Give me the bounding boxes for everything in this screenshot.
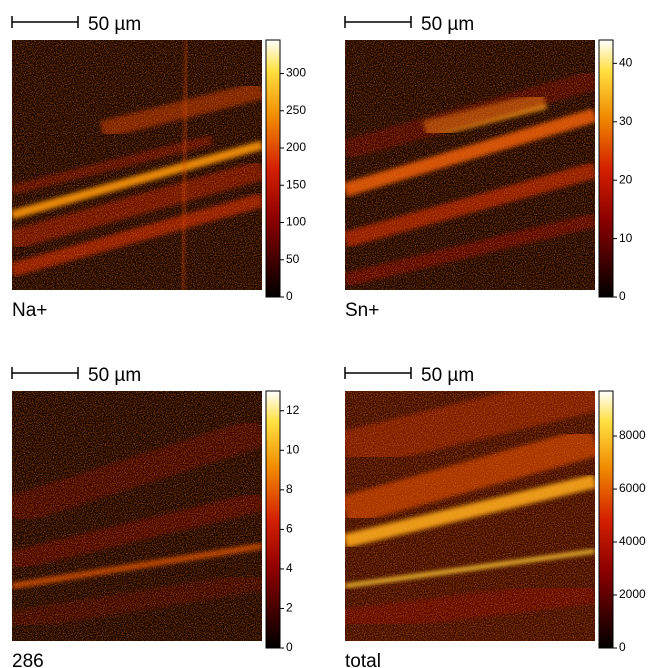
colorbar-tick-label: 100 xyxy=(286,215,306,229)
scale-bar-label: 50 µm xyxy=(88,365,141,386)
ion-label: Sn+ xyxy=(345,300,379,321)
scale-bar-label: 50 µm xyxy=(88,14,141,35)
scale-bar-label: 50 µm xyxy=(421,14,474,35)
colorbar xyxy=(265,39,281,298)
colorbar-tick-label: 0 xyxy=(619,640,626,654)
colorbar-tick-label: 12 xyxy=(286,403,300,417)
colorbar-tick-label: 8000 xyxy=(619,428,646,442)
ion-image xyxy=(345,40,595,290)
panel: 50 µm 286 0 2 4 6 8 10 12 xyxy=(11,365,300,668)
colorbar xyxy=(598,390,614,649)
colorbar-tick-label: 10 xyxy=(286,442,300,456)
ion-image xyxy=(12,40,262,290)
panel: 50 µm Na+ 0 50 100 150 200 250 300 xyxy=(11,14,306,321)
ion-label: Na+ xyxy=(12,300,47,321)
colorbar-tick-label: 4 xyxy=(286,561,293,575)
colorbar-tick-label: 300 xyxy=(286,66,306,80)
ion-label: 286 xyxy=(12,651,44,668)
colorbar-tick-label: 0 xyxy=(286,640,293,654)
image-noise xyxy=(12,391,262,641)
image-noise xyxy=(345,40,595,290)
colorbar-tick-label: 150 xyxy=(286,177,306,191)
image-noise xyxy=(345,391,595,641)
colorbar-tick-label: 2 xyxy=(286,601,293,615)
ion-image xyxy=(12,391,262,641)
colorbar-tick-label: 10 xyxy=(619,231,633,245)
colorbar-tick-label: 4000 xyxy=(619,534,646,548)
ion-label: total xyxy=(345,651,381,668)
colorbar xyxy=(598,39,614,298)
panel: 50 µm Sn+ 0 10 20 30 40 xyxy=(344,14,633,321)
colorbar-tick-label: 200 xyxy=(286,140,306,154)
colorbar-tick-label: 6 xyxy=(286,522,293,536)
colorbar-tick-label: 8 xyxy=(286,482,293,496)
colorbar-tick-label: 0 xyxy=(286,289,293,303)
colorbar-tick-label: 40 xyxy=(619,56,633,70)
image-noise xyxy=(12,40,262,290)
colorbar-tick-label: 50 xyxy=(286,252,300,266)
panel: 50 µm total 0 2000 4000 6000 8000 xyxy=(344,365,646,668)
colorbar-tick-label: 30 xyxy=(619,114,633,128)
scale-bar-label: 50 µm xyxy=(421,365,474,386)
colorbar-tick-label: 2000 xyxy=(619,587,646,601)
colorbar-tick-label: 250 xyxy=(286,103,306,117)
colorbar-tick-label: 20 xyxy=(619,172,633,186)
colorbar-tick-label: 6000 xyxy=(619,481,646,495)
ion-image xyxy=(345,391,595,641)
colorbar-tick-label: 0 xyxy=(619,289,626,303)
colorbar xyxy=(265,390,281,649)
